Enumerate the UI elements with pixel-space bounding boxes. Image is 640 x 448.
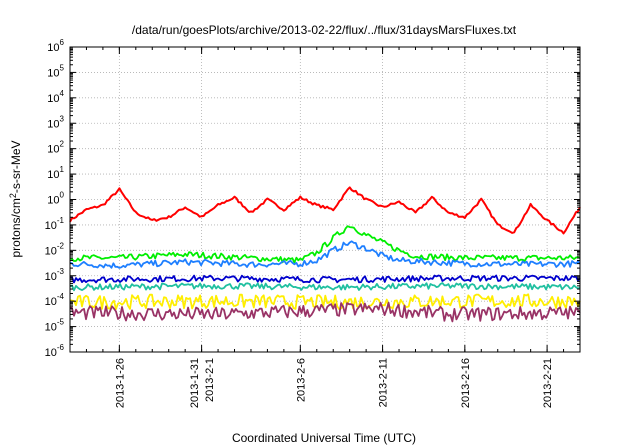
axes: 10-610-510-410-310-210-11001011021031041… bbox=[45, 38, 581, 408]
series-line-7 bbox=[69, 301, 581, 323]
x-tick-label: 2013-1-31 bbox=[189, 358, 201, 408]
series-line-1 bbox=[69, 186, 581, 235]
y-axis-title: protons/cm2-s-sr-MeV bbox=[8, 140, 23, 257]
x-tick-label: 2013-1-26 bbox=[114, 358, 126, 408]
series-layer bbox=[69, 186, 581, 323]
chart-title: /data/run/goesPlots/archive/2013-02-22/f… bbox=[132, 23, 517, 37]
x-axis-title: Coordinated Universal Time (UTC) bbox=[232, 431, 416, 445]
x-tick-label: 2013-2-11 bbox=[378, 358, 390, 407]
series-line-3 bbox=[69, 240, 581, 269]
series-line-6 bbox=[69, 293, 581, 311]
series-line-2 bbox=[69, 225, 581, 264]
x-tick-label: 2013-2-21 bbox=[542, 358, 554, 408]
series-line-4 bbox=[69, 274, 581, 284]
x-tick-label: 2013-2-6 bbox=[295, 358, 307, 402]
series-line-5 bbox=[69, 282, 581, 292]
x-tick-label: 2013-2-16 bbox=[460, 358, 472, 408]
x-tick-label: 2013-2-1 bbox=[204, 358, 216, 402]
